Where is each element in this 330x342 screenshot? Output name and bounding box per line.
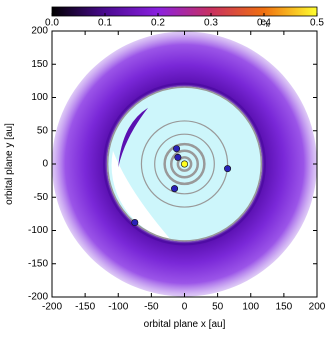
body [131, 219, 139, 227]
debris-inner-edge [103, 82, 266, 246]
colorbar-tick-label: 0.0 [45, 18, 59, 29]
colorbar-label: ek [260, 17, 270, 29]
x-axis-label: orbital plane x [au] [144, 319, 226, 330]
body [173, 145, 181, 153]
x-tick-label: 0 [182, 302, 188, 313]
colorbar-subscript: k [266, 22, 270, 29]
annotation-subscript: Jup [97, 279, 109, 286]
x-tick-label: -150 [75, 302, 95, 313]
colorbar-symbol: e [260, 17, 266, 28]
annotation-exponent: -15 [74, 271, 84, 278]
y-tick-label: -100 [28, 225, 48, 236]
y-tick-label: -50 [34, 192, 49, 203]
x-tick-label: -50 [144, 302, 159, 313]
colorbar-tick-label: 0.4 [257, 18, 271, 29]
y-tick-label: -200 [28, 292, 48, 303]
x-tick-label: 150 [276, 302, 293, 313]
colorbar-tick-label: 0.2 [151, 18, 165, 29]
y-axis-label: orbital plane y [au] [4, 123, 15, 205]
colorbar-tick-label: 0.3 [204, 18, 218, 29]
y-tick-label: -150 [28, 258, 48, 269]
body [171, 185, 179, 193]
x-tick-label: -200 [42, 302, 62, 313]
orbit [170, 149, 199, 179]
x-tick-label: 50 [212, 302, 224, 313]
colorbar-tick-label: 0.5 [310, 18, 324, 29]
orbit [176, 156, 193, 172]
orbit [106, 86, 263, 242]
y-tick-label: 0 [42, 159, 48, 170]
annotation: 10-15 MJup [62, 271, 109, 286]
y-tick-label: 50 [37, 125, 49, 136]
cavity [111, 150, 172, 241]
y-tick-label: 150 [31, 59, 48, 70]
x-tick-label: 200 [309, 302, 326, 313]
body [174, 153, 182, 161]
body [181, 160, 189, 168]
orbit [163, 142, 206, 186]
colorbar [51, 6, 318, 17]
x-tick-label: -100 [108, 302, 128, 313]
x-tick-label: 100 [242, 302, 259, 313]
orbit [140, 120, 229, 208]
annotation-base: 10 [62, 272, 74, 284]
orbit [154, 133, 215, 195]
colorbar-tick-label: 0.1 [98, 18, 112, 29]
annotation-unit: M [87, 272, 96, 284]
body [224, 165, 232, 173]
y-tick-label: 200 [31, 26, 48, 37]
y-tick-label: 100 [31, 92, 48, 103]
